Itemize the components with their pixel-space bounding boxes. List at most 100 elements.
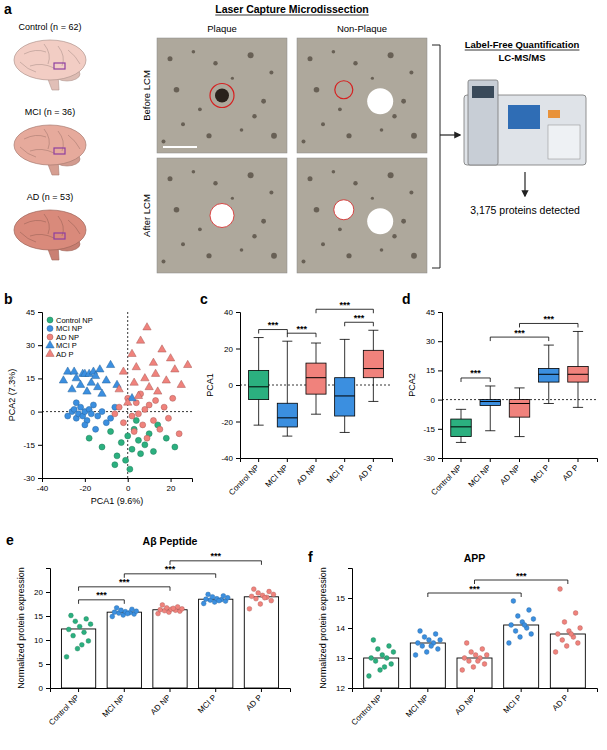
point <box>249 594 254 599</box>
point <box>378 668 383 673</box>
tick-label: 13 <box>336 654 345 663</box>
tick: Control NP <box>429 458 463 497</box>
tissue-speck <box>353 181 357 185</box>
underline <box>215 15 368 16</box>
tick: 14 <box>336 624 352 633</box>
point <box>529 632 534 637</box>
significance-bracket <box>475 580 568 584</box>
point <box>267 589 272 594</box>
point <box>160 603 165 608</box>
tick: 15 <box>34 612 50 621</box>
axis-line <box>51 689 291 693</box>
whisker-cap <box>573 331 583 332</box>
brain-fold <box>44 214 49 234</box>
median <box>249 386 269 387</box>
point <box>149 358 157 365</box>
tick-label: AD NP <box>295 463 319 487</box>
point <box>70 367 78 374</box>
point <box>415 641 420 646</box>
tick-mark <box>461 458 462 462</box>
axis-line <box>443 459 598 463</box>
point <box>77 624 82 629</box>
tick-label: AD P <box>356 463 376 483</box>
plot-area <box>61 587 278 688</box>
point <box>88 622 93 627</box>
box-body <box>249 370 269 399</box>
tick: 10 <box>34 636 50 645</box>
point <box>258 602 263 607</box>
tissue-speck <box>162 260 166 264</box>
box <box>249 338 269 426</box>
tick-label: 45 <box>426 308 435 317</box>
median <box>451 426 471 427</box>
arrow <box>440 134 460 135</box>
tick-label: -40 <box>37 484 49 493</box>
sample-region <box>54 233 65 239</box>
point <box>66 627 71 632</box>
point <box>171 606 176 611</box>
tick-label: 20 <box>167 484 176 493</box>
bar <box>410 643 445 688</box>
point <box>82 630 87 635</box>
tick-label: 30 <box>26 341 35 350</box>
point <box>84 616 89 621</box>
point <box>165 415 171 421</box>
row-label: Before LCM <box>141 70 152 121</box>
point <box>251 587 256 592</box>
tick-mark <box>38 445 42 446</box>
box-body <box>451 419 471 437</box>
point <box>69 613 74 618</box>
point <box>573 611 578 616</box>
legend-label: AD P <box>56 350 74 359</box>
significance-brackets: ************ <box>79 551 262 604</box>
significance-label: *** <box>339 300 350 310</box>
point <box>161 404 167 410</box>
point <box>108 429 114 435</box>
tick-mark <box>521 688 522 692</box>
tick-label: MCI NP <box>264 463 290 489</box>
tick-label: 10 <box>34 636 43 645</box>
whisker-cap <box>254 337 264 338</box>
axis-title: PCA1 (9.6%) <box>91 496 144 506</box>
point <box>138 451 144 457</box>
method-label: LC-MS/MS <box>499 52 546 63</box>
point <box>473 653 478 658</box>
panel-label: a <box>4 1 12 17</box>
tissue-speck <box>213 61 217 65</box>
point <box>130 378 138 385</box>
point <box>515 614 520 619</box>
significance-label: *** <box>543 314 554 324</box>
point <box>112 411 118 417</box>
point <box>373 659 378 664</box>
tick: 0 <box>39 684 50 693</box>
sample-region <box>54 148 65 154</box>
column-label: Non-Plaque <box>337 23 387 34</box>
cerebrum <box>14 210 86 250</box>
tick: AD NP <box>149 688 173 717</box>
tick-label: 15 <box>426 366 435 375</box>
tissue-speck <box>388 52 394 58</box>
tissue-speck <box>371 197 374 200</box>
tick-mark <box>438 458 442 459</box>
tissue-speck <box>213 181 217 185</box>
point <box>569 632 574 637</box>
point <box>367 674 372 679</box>
tick-mark <box>438 400 442 401</box>
tick-mark <box>46 616 50 617</box>
significance-bracket <box>520 323 578 327</box>
text-line: 3,175 proteins detected <box>470 204 580 216</box>
lcm-hole <box>367 208 393 234</box>
significance-label: *** <box>296 324 307 334</box>
point <box>120 420 126 426</box>
point <box>256 591 261 596</box>
significance-bracket <box>461 378 490 382</box>
tissue-speck <box>269 71 273 75</box>
point <box>76 380 84 387</box>
brain-fold <box>20 62 36 72</box>
significance-label: *** <box>470 368 481 378</box>
point <box>151 369 159 376</box>
whisker-cap <box>311 343 321 344</box>
point <box>247 606 252 611</box>
point <box>555 632 560 637</box>
tick-label: -30 <box>423 454 435 463</box>
